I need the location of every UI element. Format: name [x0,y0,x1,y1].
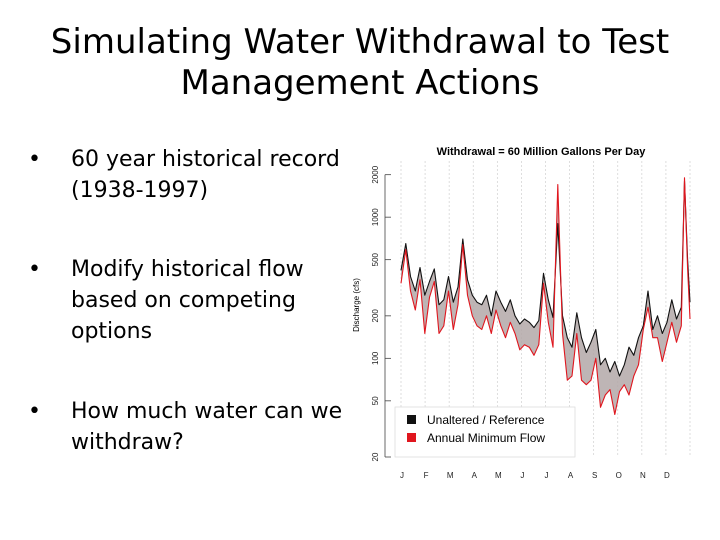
y-tick-label: 200 [371,309,380,323]
y-tick-label: 50 [371,396,380,405]
legend-box [394,406,576,458]
slide-title-line-2: Management Actions [180,63,540,103]
x-tick-label: F [424,471,429,480]
x-tick-label: N [640,471,646,480]
x-tick-label: M [495,471,502,480]
y-axis-label: Discharge (cfs) [352,278,361,332]
x-tick-label: O [616,471,622,480]
slide-title: Simulating Water Withdrawal to Test Mana… [0,22,720,104]
bullet-text: Modify historical flow based on competin… [71,257,304,344]
bullet-dot-icon: • [28,147,41,172]
x-tick-label: J [400,471,404,480]
y-tick-label: 500 [371,252,380,266]
bullet-item: • Modify historical flow based on compet… [28,254,348,347]
legend-swatch-reference [407,415,416,424]
y-tick-label: 2000 [371,165,380,183]
x-tick-label: J [520,471,524,480]
series-line-reference [400,180,691,377]
bullet-dot-icon: • [28,257,41,282]
x-tick-label: A [568,471,574,480]
slide-title-line-1: Simulating Water Withdrawal to Test [50,22,670,62]
discharge-chart: Withdrawal = 60 Million Gallons Per Day … [352,146,691,480]
legend-label-reference: Unaltered / Reference [427,413,545,427]
x-tick-label: A [472,471,478,480]
x-tick-label: D [664,471,670,480]
bullet-text: How much water can we withdraw? [71,399,343,455]
bullet-item: • How much water can we withdraw? [28,396,348,458]
chart-legend: Unaltered / Reference Annual Minimum Flo… [394,406,576,458]
bullet-dot-icon: • [28,399,41,424]
x-tick-label: S [592,471,597,480]
legend-swatch-altered [407,433,416,442]
legend-label-altered: Annual Minimum Flow [427,431,545,445]
bullet-item: • 60 year historical record (1938-1997) [28,144,348,206]
series-line-altered [400,177,691,416]
x-tick-label: J [545,471,549,480]
y-tick-label: 20 [371,452,380,461]
chart-title: Withdrawal = 60 Million Gallons Per Day [437,146,647,158]
bullet-text: 60 year historical record (1938-1997) [71,147,340,203]
y-tick-label: 100 [371,351,380,365]
x-tick-label: M [447,471,454,480]
y-tick-label: 1000 [371,208,380,226]
